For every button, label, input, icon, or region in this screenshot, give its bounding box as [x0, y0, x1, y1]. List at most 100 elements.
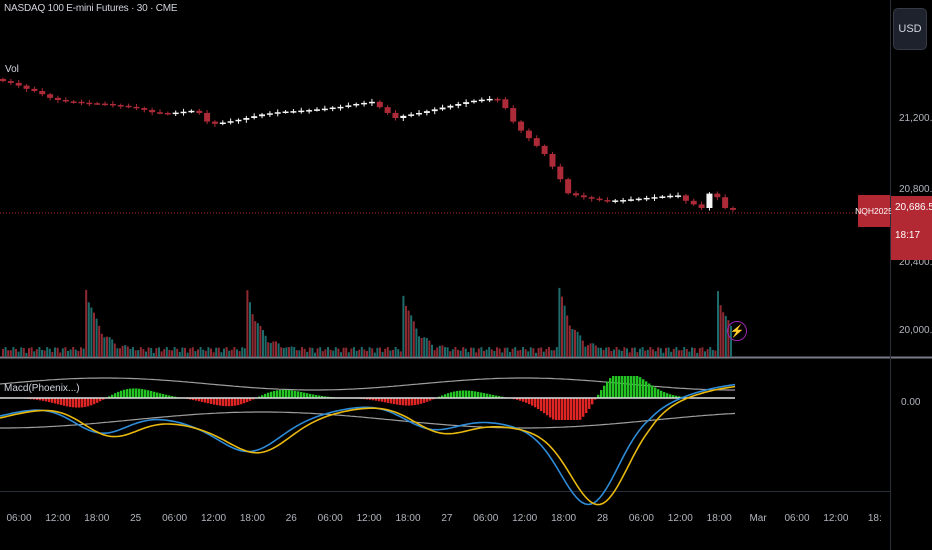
volume-bar	[155, 348, 158, 357]
volume-bar	[178, 351, 181, 357]
candle-body	[243, 118, 250, 120]
last-price-tag: 20,686.50 18:17	[891, 196, 932, 260]
time-tick: 06:00	[317, 513, 343, 524]
time-tick: 26	[285, 513, 297, 524]
volume-bar	[392, 349, 394, 357]
candle-body	[423, 111, 430, 113]
volume-bar	[280, 347, 283, 357]
candle-body	[698, 204, 705, 208]
histogram-bar	[279, 389, 282, 398]
volume-bar	[295, 350, 298, 357]
volume-bar	[462, 347, 465, 357]
volume-bar	[646, 349, 649, 357]
volume-bar	[425, 337, 428, 357]
candle-body	[431, 109, 438, 112]
volume-bar	[389, 350, 392, 357]
volume-bar	[373, 352, 376, 357]
volume-bar	[503, 347, 506, 357]
volume-bar	[641, 347, 644, 357]
volume-bar	[121, 345, 124, 357]
histogram-bar	[69, 398, 72, 407]
volume-bar	[379, 347, 381, 357]
histogram-bar	[402, 398, 405, 406]
volume-bar	[631, 347, 634, 357]
volume-bar	[329, 349, 332, 357]
volume-bar	[584, 346, 587, 357]
histogram-bar	[153, 391, 156, 398]
volume-bar	[340, 352, 342, 357]
volume-label[interactable]: Vol	[5, 64, 19, 75]
volume-bar	[61, 348, 64, 357]
candle-body	[156, 112, 163, 114]
candle-body	[392, 112, 399, 118]
volume-bar	[251, 314, 254, 357]
volume-bar	[399, 351, 402, 357]
volume-bar	[475, 352, 478, 357]
volume-bar	[701, 347, 704, 357]
volume-bar	[691, 347, 693, 357]
histogram-bar	[57, 398, 60, 405]
volume-bar	[129, 348, 132, 357]
candle-body	[659, 196, 666, 198]
histogram-bar	[537, 398, 540, 410]
candle-body	[706, 193, 713, 208]
candle-body	[321, 108, 328, 111]
candle-body	[651, 197, 658, 199]
volume-bar	[15, 348, 17, 357]
histogram-bar	[675, 395, 678, 398]
volume-bar	[191, 347, 194, 357]
volume-bar	[176, 348, 179, 357]
volume-bar	[636, 352, 639, 357]
volume-bar	[693, 348, 696, 357]
histogram-bar	[414, 398, 417, 406]
volume-bar	[152, 352, 155, 357]
time-tick: 12:00	[667, 513, 693, 524]
volume-bar	[342, 347, 345, 357]
volume-bar	[415, 328, 418, 357]
histogram-bar	[222, 398, 225, 406]
volume-bar	[22, 347, 25, 357]
volume-bar	[548, 347, 550, 357]
volume-bar	[275, 341, 277, 357]
volume-bar	[402, 295, 405, 357]
histogram-bar	[459, 390, 462, 398]
candle-body	[7, 81, 14, 83]
volume-bar	[680, 350, 683, 357]
histogram-bar	[654, 387, 657, 398]
volume-bar	[207, 347, 210, 357]
histogram-bar	[96, 398, 99, 403]
histogram-bar	[39, 398, 42, 401]
volume-bar	[2, 348, 4, 357]
histogram-bar	[45, 398, 48, 402]
volume-bar	[54, 347, 56, 357]
volume-bar	[597, 347, 600, 357]
volume-bar	[412, 321, 415, 357]
flash-icon[interactable]: ⚡	[727, 309, 747, 353]
histogram-bar	[477, 391, 480, 398]
time-tick: 06:00	[6, 513, 32, 524]
symbol-title[interactable]: NASDAQ 100 E-mini Futures · 30 · CME	[4, 3, 178, 14]
volume-bar	[685, 349, 688, 357]
volume-bar	[730, 325, 732, 357]
volume-bar	[30, 347, 33, 357]
currency-button[interactable]: USD	[893, 8, 927, 50]
indicator-label[interactable]: Macd(Phoenix...)	[4, 383, 80, 394]
volume-bar	[719, 305, 722, 357]
volume-bar	[93, 312, 95, 357]
volume-bar	[464, 348, 467, 357]
histogram-bar	[429, 398, 432, 401]
candle-body	[580, 195, 587, 198]
histogram-bar	[564, 398, 567, 420]
volume-bar	[7, 350, 10, 357]
volume-bar	[353, 347, 355, 357]
histogram-bar	[606, 381, 609, 398]
histogram-bar	[618, 376, 621, 398]
volume-bar	[368, 347, 371, 357]
volume-bar	[592, 343, 595, 357]
volume-bar	[119, 348, 121, 357]
histogram-bar	[51, 398, 54, 403]
volume-bar	[662, 352, 665, 357]
volume-bar	[277, 343, 280, 357]
histogram-bar	[444, 394, 447, 398]
